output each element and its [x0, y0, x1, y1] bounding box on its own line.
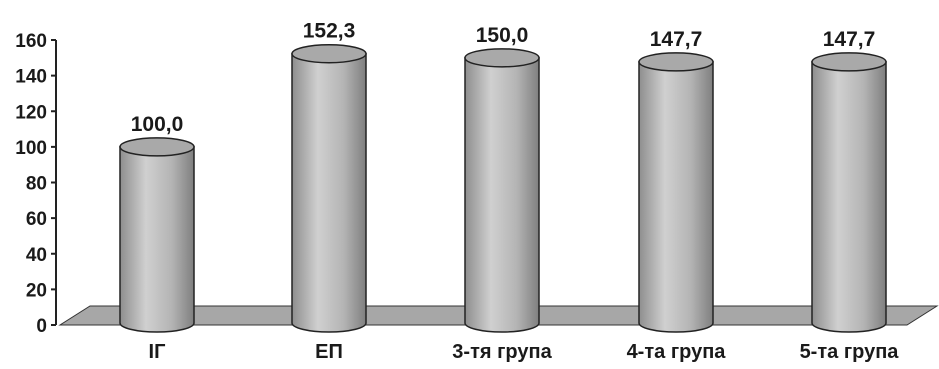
y-tick-label: 120: [15, 102, 47, 123]
x-category-label: 4-та група: [627, 341, 727, 363]
bar-top: [464, 48, 540, 68]
y-tick-label: 160: [15, 31, 47, 52]
bar: [638, 52, 714, 333]
bar: [291, 43, 367, 333]
bar-top: [119, 137, 195, 157]
y-tick-label: 60: [26, 209, 47, 230]
data-label: 150,0: [476, 24, 529, 47]
bar-body: [811, 61, 887, 333]
bar-body: [638, 61, 714, 333]
bar-body: [119, 146, 195, 333]
data-label: 152,3: [303, 20, 356, 43]
y-tick-label: 100: [15, 138, 47, 159]
y-tick-label: 80: [26, 174, 47, 195]
x-category-label: ЕП: [315, 341, 343, 363]
bar-top: [638, 52, 714, 72]
y-tick-label: 20: [26, 280, 47, 301]
bar: [119, 137, 195, 333]
bar: [811, 52, 887, 333]
data-label: 147,7: [650, 28, 703, 51]
y-tick-label: 0: [36, 316, 47, 337]
y-tick-label: 40: [26, 245, 47, 266]
data-label: 100,0: [131, 113, 184, 136]
bar-body: [291, 52, 367, 333]
bar-body: [464, 57, 540, 333]
data-label: 147,7: [823, 28, 876, 51]
bar: [464, 48, 540, 333]
x-category-label: 3-тя група: [452, 341, 552, 363]
y-tick-label: 140: [15, 67, 47, 88]
bars-group: [119, 43, 887, 333]
y-axis: 0 20 40 60 80 100 120 140 160: [15, 31, 57, 337]
bar-top: [291, 43, 367, 64]
x-category-label: ІГ: [149, 341, 166, 363]
x-category-label: 5-та група: [800, 341, 900, 363]
labels-group: 100,0 ІГ 152,3 ЕП 150,0 3-тя група 147,7 4-та г…: [131, 20, 900, 363]
bar-top: [811, 52, 887, 72]
